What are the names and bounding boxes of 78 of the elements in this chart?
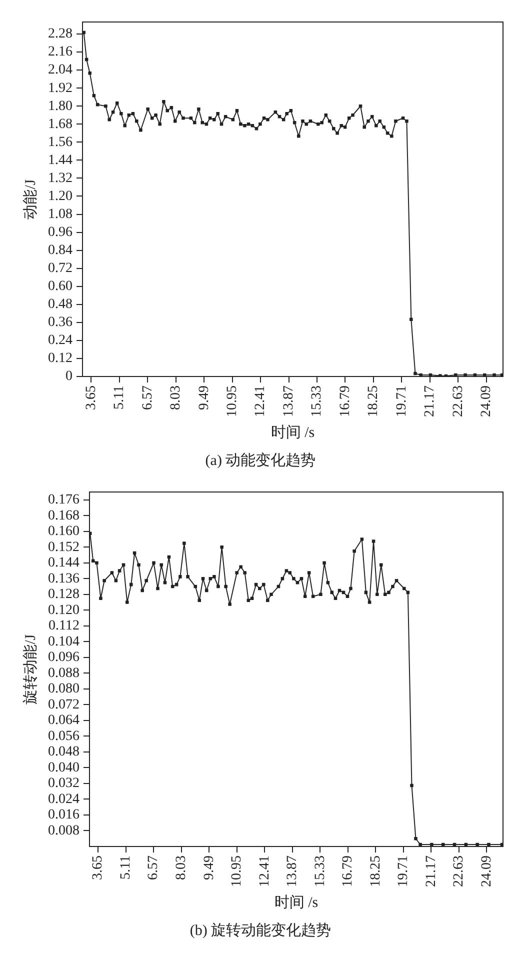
y-tick-label: 0.144: [48, 556, 80, 571]
y-tick-label: 0.72: [48, 261, 72, 276]
x-tick-label: 5.11: [112, 386, 128, 410]
y-tick-label: 1.80: [48, 98, 72, 114]
x-tick-label: 13.87: [285, 856, 300, 887]
y-tick-label: 0.024: [48, 792, 80, 807]
y-tick-label: 0.36: [48, 315, 72, 330]
y-tick-label: 0.120: [48, 602, 80, 618]
y-tick-label: 2.16: [48, 44, 72, 60]
x-tick-label: 8.03: [174, 856, 189, 880]
y-tick-label: 0.152: [48, 540, 80, 555]
y-tick-label: 0.056: [48, 728, 80, 744]
x-tick-label: 13.87: [281, 386, 296, 417]
x-tick-label: 5.11: [118, 856, 134, 880]
y-tick-label: 0.048: [48, 744, 80, 760]
y-tick-label: 0.080: [48, 682, 80, 697]
x-tick-label: 10.95: [230, 856, 245, 887]
y-tick-label: 1.68: [48, 116, 72, 132]
y-tick-label: 0.112: [48, 618, 80, 634]
x-tick-label: 15.33: [312, 856, 328, 887]
y-tick-label: 1.92: [48, 80, 72, 96]
x-tick-label: 3.65: [84, 386, 99, 410]
y-tick-label: 0.096: [48, 650, 80, 666]
y-tick-label: 0.84: [48, 242, 72, 258]
y-axis-title: 动能/J: [22, 179, 39, 220]
y-tick-label: 0.24: [48, 333, 72, 348]
y-tick-label: 0: [66, 369, 72, 384]
y-tick-label: 0.48: [48, 297, 72, 312]
x-tick-label: 22.63: [452, 856, 467, 887]
x-tick-label: 6.57: [146, 856, 162, 880]
y-tick-label: 0.160: [48, 524, 80, 540]
x-axis-title: 时间 /s: [270, 424, 315, 441]
x-tick-label: 10.95: [225, 386, 240, 417]
x-tick-label: 19.71: [396, 856, 412, 887]
x-tick-label: 8.03: [168, 386, 184, 410]
y-tick-label: 0.96: [48, 224, 72, 240]
text: (a) 动能变化趋势: [205, 452, 316, 469]
y-tick-label: 0.60: [48, 279, 72, 294]
y-tick-label: 0.176: [48, 492, 80, 508]
y-tick-label: 1.44: [48, 152, 72, 168]
y-tick-label: 0.016: [48, 808, 80, 823]
x-tick-label: 18.25: [368, 856, 384, 887]
y-tick-label: 0.032: [48, 776, 80, 792]
x-tick-label: 15.33: [310, 386, 325, 417]
y-tick-label: 0.136: [48, 571, 80, 586]
x-tick-label: 9.49: [196, 386, 212, 410]
y-tick-label: 0.104: [48, 634, 80, 650]
y-tick-label: 2.04: [48, 62, 72, 78]
x-tick-label: 21.17: [422, 386, 438, 417]
y-tick-label: 1.32: [48, 170, 72, 186]
y-tick-label: 0.008: [48, 823, 80, 838]
x-tick-label: 3.65: [90, 856, 106, 880]
x-tick-label: 19.71: [394, 386, 410, 417]
text: (b) 旋转动能变化趋势: [190, 922, 332, 939]
x-tick-label: 12.41: [257, 856, 272, 887]
x-tick-label: 6.57: [140, 386, 156, 410]
x-tick-label: 21.17: [424, 856, 439, 887]
y-axis-title: 旋转动能/J: [22, 634, 39, 704]
x-tick-label: 24.09: [479, 856, 494, 887]
x-tick-label: 18.25: [366, 386, 382, 417]
y-tick-label: 2.28: [48, 26, 72, 42]
y-tick-label: 0.088: [48, 666, 80, 681]
y-tick-label: 0.12: [48, 351, 72, 366]
x-tick-label: 22.63: [450, 386, 466, 417]
y-tick-label: 1.08: [48, 206, 72, 222]
y-tick-label: 0.168: [48, 508, 80, 524]
x-tick-label: 16.79: [338, 386, 353, 417]
y-tick-label: 0.128: [48, 587, 80, 602]
y-tick-label: 1.20: [48, 188, 72, 204]
x-tick-label: 24.09: [479, 386, 494, 417]
y-tick-label: 1.56: [48, 134, 72, 150]
y-tick-label: 0.064: [48, 713, 80, 728]
y-tick-label: 0.040: [48, 760, 80, 776]
y-tick-label: 0.072: [48, 697, 80, 712]
x-tick-label: 16.79: [340, 856, 356, 887]
x-tick-label: 12.41: [253, 386, 268, 417]
x-axis-title: 时间 /s: [274, 894, 318, 911]
x-tick-label: 9.49: [202, 856, 217, 880]
